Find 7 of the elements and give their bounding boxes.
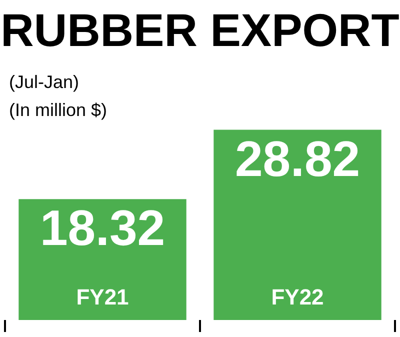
x-tick-label: FY22 <box>271 284 324 310</box>
y-axis-title: (In million $) <box>9 100 108 120</box>
data-label: 18.32 <box>40 200 166 256</box>
x-tick-label: FY21 <box>76 284 129 310</box>
chart-subtitle: (Jul-Jan) <box>9 72 80 92</box>
chart-title: RUBBER EXPORT <box>0 4 400 56</box>
data-label: 28.82 <box>234 130 360 187</box>
